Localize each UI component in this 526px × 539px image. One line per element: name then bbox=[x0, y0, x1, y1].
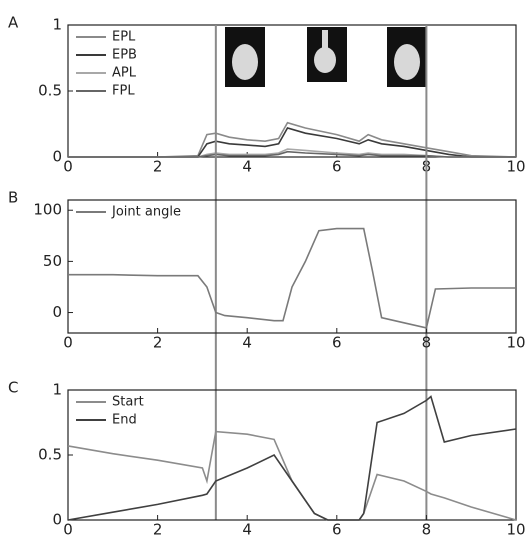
y-tick-label: 1 bbox=[52, 16, 62, 34]
axes-box bbox=[67, 389, 517, 521]
panel-label: A bbox=[8, 14, 19, 32]
y-tick-label: 0.5 bbox=[38, 82, 62, 100]
data-line bbox=[67, 395, 517, 521]
data-line bbox=[68, 227, 516, 329]
x-tick-label: 10 bbox=[506, 158, 525, 176]
data-line bbox=[68, 121, 517, 158]
x-tick-label: 4 bbox=[242, 334, 252, 352]
axes-box bbox=[67, 199, 517, 334]
x-tick-label: 4 bbox=[242, 521, 252, 539]
legend-label: Start bbox=[112, 395, 144, 410]
y-tick-label: 0 bbox=[52, 303, 62, 321]
x-tick-label: 0 bbox=[63, 158, 73, 176]
y-tick-label: 0.5 bbox=[38, 446, 62, 464]
x-tick-label: 8 bbox=[422, 521, 432, 539]
legend-label: FPL bbox=[112, 84, 135, 99]
panel-label: B bbox=[8, 189, 18, 207]
x-tick-label: 6 bbox=[332, 521, 342, 539]
axes-box bbox=[67, 24, 517, 158]
data-line bbox=[67, 430, 517, 521]
y-tick-label: 100 bbox=[33, 201, 62, 219]
hand-icons bbox=[225, 27, 427, 87]
x-tick-label: 2 bbox=[153, 521, 163, 539]
data-line bbox=[68, 150, 516, 158]
y-tick-label: 1 bbox=[52, 381, 62, 399]
legend-label: EPL bbox=[112, 30, 136, 45]
hand-finger bbox=[322, 30, 328, 52]
x-tick-label: 10 bbox=[506, 334, 525, 352]
x-tick-label: 0 bbox=[63, 521, 73, 539]
x-tick-label: 8 bbox=[422, 334, 432, 352]
hand-shape bbox=[394, 44, 420, 80]
hand-shape bbox=[232, 44, 258, 80]
x-tick-label: 6 bbox=[332, 334, 342, 352]
y-tick-label: 0 bbox=[52, 148, 62, 166]
x-tick-label: 2 bbox=[153, 334, 163, 352]
hand-shape bbox=[314, 47, 336, 73]
legend-label: Joint angle bbox=[111, 205, 181, 220]
legend-label: EPB bbox=[112, 48, 137, 63]
data-line bbox=[68, 127, 516, 158]
y-tick-label: 50 bbox=[43, 252, 62, 270]
x-tick-label: 0 bbox=[63, 334, 73, 352]
x-tick-label: 6 bbox=[332, 158, 342, 176]
y-tick-label: 0 bbox=[52, 511, 62, 529]
x-tick-label: 4 bbox=[242, 158, 252, 176]
panel-label: C bbox=[8, 379, 18, 397]
x-tick-label: 2 bbox=[153, 158, 163, 176]
x-tick-label: 10 bbox=[506, 521, 525, 539]
legend-label: APL bbox=[112, 66, 137, 81]
legend-label: End bbox=[112, 413, 137, 428]
data-line bbox=[68, 148, 516, 158]
